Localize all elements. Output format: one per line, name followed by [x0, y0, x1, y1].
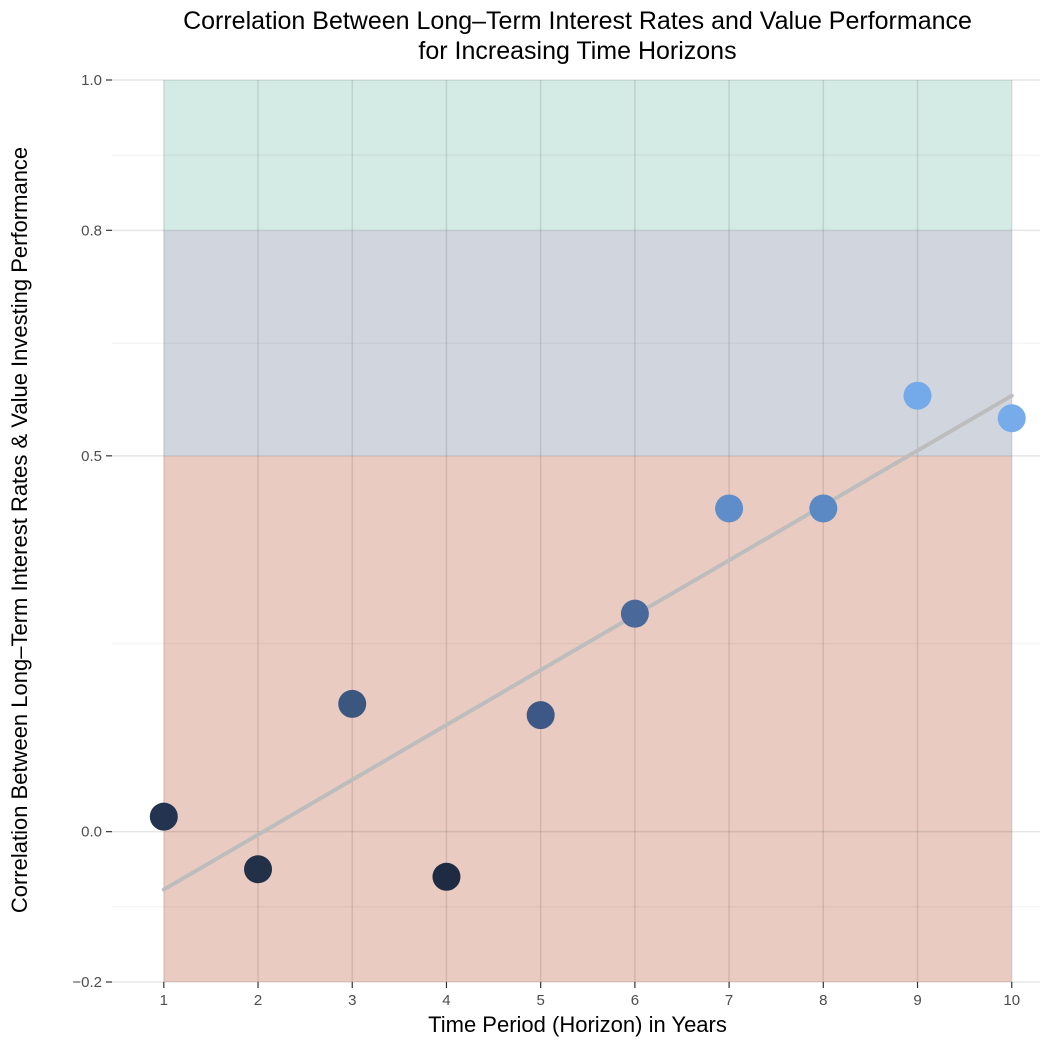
- trend-line: [161, 393, 1014, 892]
- band-0: [163, 455, 1012, 982]
- gridlines: [112, 79, 1040, 983]
- data-point: [715, 494, 744, 523]
- y-tick-label: −0.2: [72, 974, 102, 991]
- y-tick-label: 0.8: [81, 222, 102, 239]
- x-tick-label: 9: [913, 992, 921, 1009]
- data-point: [809, 494, 838, 523]
- band-1: [163, 230, 1012, 456]
- chart-subtitle: for Increasing Time Horizons: [418, 37, 737, 65]
- data-point: [338, 689, 367, 718]
- axes: −0.2 0.0 0.5 0.8 1.0 1 2 3 4 5 6 7 8 9 10: [72, 72, 1020, 1009]
- data-point: [620, 599, 649, 628]
- x-tick-label: 3: [348, 992, 356, 1009]
- data-point: [903, 381, 932, 410]
- data-point: [244, 855, 273, 884]
- band-2: [163, 80, 1012, 231]
- y-axis-label: Correlation Between Long–Term Interest R…: [7, 146, 32, 914]
- chart-title: Correlation Between Long–Term Interest R…: [183, 7, 972, 35]
- y-tick-label: 0.5: [81, 448, 102, 465]
- x-tick-label: 8: [819, 992, 827, 1009]
- x-tick-label: 10: [1003, 992, 1020, 1009]
- trend-line-layer: [161, 393, 1014, 892]
- background-bands: [163, 80, 1012, 982]
- data-point: [432, 862, 461, 891]
- x-axis-label: Time Period (Horizon) in Years: [428, 1012, 727, 1037]
- x-tick-label: 4: [442, 992, 450, 1009]
- x-tick-label: 1: [160, 992, 168, 1009]
- data-point: [997, 404, 1026, 433]
- x-tick-label: 7: [725, 992, 733, 1009]
- data-points: [149, 381, 1026, 891]
- y-tick-label: 0.0: [81, 824, 102, 841]
- data-point: [149, 802, 178, 831]
- x-tick-label: 6: [631, 992, 639, 1009]
- y-tick-label: 1.0: [81, 72, 102, 89]
- x-tick-label: 5: [536, 992, 544, 1009]
- data-point: [526, 701, 555, 730]
- x-tick-label: 2: [254, 992, 262, 1009]
